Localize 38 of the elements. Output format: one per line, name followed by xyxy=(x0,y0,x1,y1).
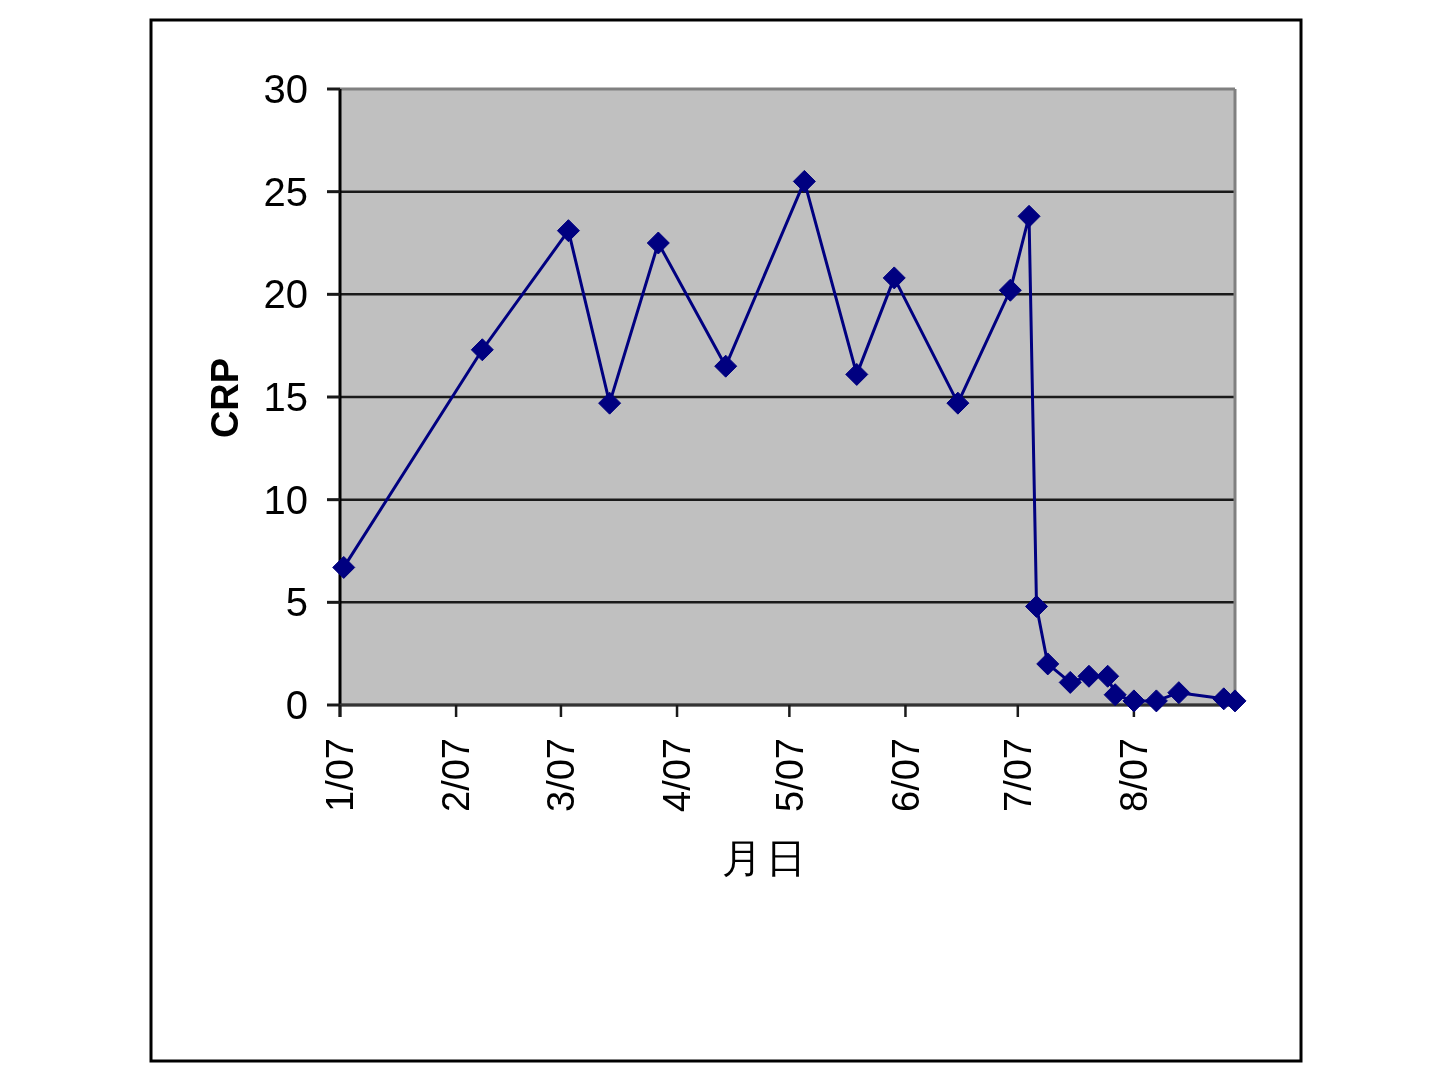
x-tick-label: 2/07 xyxy=(435,738,478,812)
point xyxy=(1058,670,1082,694)
y-axis-title: CRP xyxy=(204,357,246,439)
point xyxy=(1144,689,1168,713)
y-tick-label: 30 xyxy=(263,67,308,111)
x-tick-label: 1/07 xyxy=(319,738,362,812)
x-tick-label: 3/07 xyxy=(540,738,583,812)
point xyxy=(845,362,869,386)
y-tick-label: 25 xyxy=(263,169,308,214)
point xyxy=(598,391,622,415)
x-tick-label: 5/07 xyxy=(768,738,811,812)
point xyxy=(1122,689,1146,713)
y-tick-label: 20 xyxy=(263,272,308,317)
point xyxy=(792,169,816,193)
point xyxy=(646,231,670,255)
point xyxy=(1096,664,1120,688)
x-axis-title: 月日 xyxy=(722,836,810,880)
point xyxy=(1036,652,1060,676)
point xyxy=(1167,681,1191,705)
point xyxy=(1025,594,1049,618)
point xyxy=(1103,683,1127,707)
y-tick-label: 15 xyxy=(263,375,308,419)
x-tick-label: 6/07 xyxy=(884,738,927,812)
y-tick-label: 10 xyxy=(263,477,308,522)
x-tick-label: 7/07 xyxy=(997,738,1040,812)
point xyxy=(882,266,906,290)
point xyxy=(470,338,494,362)
y-tick-label: 0 xyxy=(285,683,308,727)
x-tick-label: 4/07 xyxy=(656,738,699,812)
x-tick-label: 8/07 xyxy=(1113,738,1156,812)
point xyxy=(556,219,580,243)
point xyxy=(998,278,1022,302)
point xyxy=(714,354,738,378)
y-tick-label: 5 xyxy=(285,580,308,625)
point xyxy=(332,555,356,579)
point xyxy=(1077,664,1101,688)
point xyxy=(1017,204,1041,228)
point xyxy=(946,391,970,415)
